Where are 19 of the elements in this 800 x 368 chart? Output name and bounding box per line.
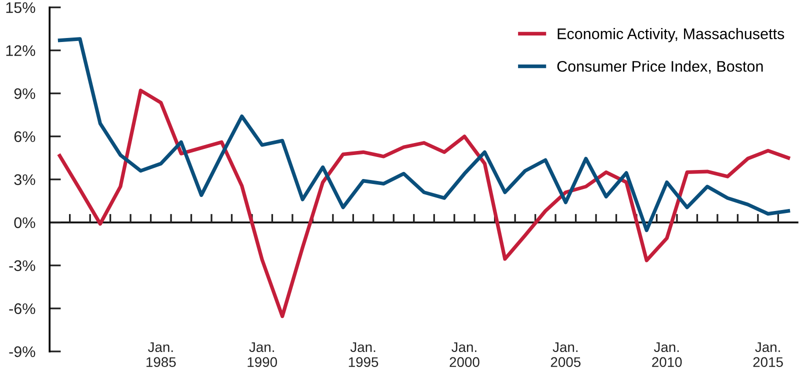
line-series [58, 88, 790, 318]
x-tick-label: Jan. 2010 [652, 342, 682, 368]
y-tick-label: 3% [14, 174, 36, 186]
y-tick-label: 6% [14, 131, 36, 142]
y-tick-label: 15% [6, 2, 36, 14]
x-tick-label: Jan. 2000 [450, 342, 480, 368]
x-tick-label: Jan. 2005 [550, 342, 581, 368]
y-tick-label: 12% [6, 45, 36, 56]
y-tick-label: -9% [9, 346, 36, 358]
x-tick-label: Jan. 1990 [248, 342, 278, 368]
y-tick-label: 0% [14, 217, 36, 228]
y-tick-label: -6% [9, 303, 36, 314]
x-tick-label: Jan. 1985 [146, 342, 176, 368]
y-tick-label: 9% [14, 88, 36, 100]
x-tick-label: Jan. 2015 [753, 342, 783, 368]
x-tick-label: Jan. 1995 [348, 342, 378, 368]
legend-label: Consumer Price Index, Boston [557, 60, 763, 74]
legend-label: Economic Activity, Massachusetts [558, 28, 784, 42]
y-tick-label: -3% [9, 260, 36, 272]
